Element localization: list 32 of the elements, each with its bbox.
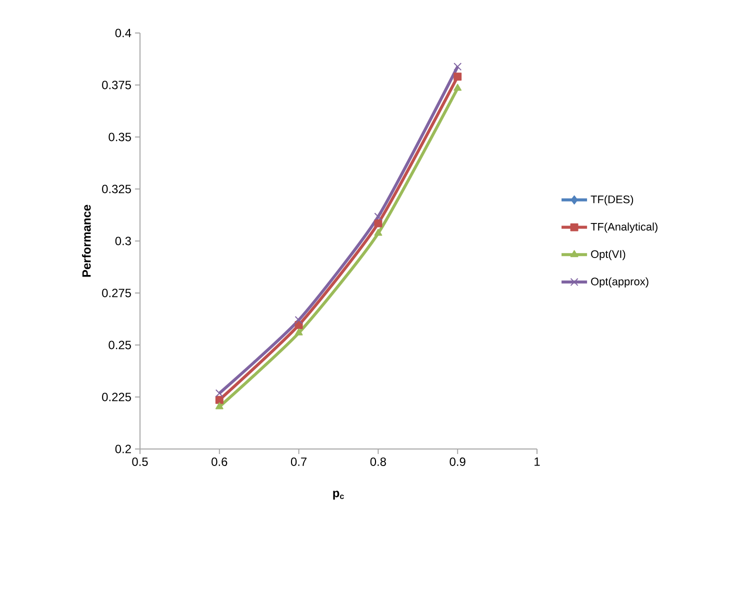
- point: [374, 219, 382, 228]
- y-tick-label: 0.3: [115, 236, 131, 246]
- x-tick-label: 0.9: [450, 457, 466, 466]
- y-tick-label: 0.375: [102, 80, 131, 90]
- y-tick-label: 0.25: [108, 340, 131, 350]
- x-tick-label: 0.7: [290, 457, 307, 466]
- y-tick-label: 0.225: [102, 392, 131, 402]
- y-tick-label: 0.275: [102, 288, 131, 298]
- legend-label: TF(DES): [590, 195, 634, 206]
- y-tick-label: 0.35: [108, 132, 131, 142]
- legend-label: Opt(approx): [591, 277, 648, 288]
- x-axis-title: p$_{c}$: [333, 490, 344, 500]
- point: [454, 62, 462, 71]
- point: [454, 72, 462, 81]
- x-tick-label: 0.5: [132, 457, 148, 466]
- point: [374, 228, 382, 236]
- point: [215, 396, 224, 404]
- y-tick-label: 0.4: [115, 28, 132, 38]
- y-axis-title: Performance: [82, 204, 91, 277]
- x-tick-label: 1: [534, 457, 540, 466]
- point: [454, 84, 462, 91]
- y-tick-label: 0.2: [115, 444, 131, 454]
- legend-label: TF(Analytical): [590, 222, 658, 233]
- point: [374, 212, 382, 221]
- point: [215, 389, 224, 398]
- point: [294, 328, 303, 336]
- legend-label: Opt(VI): [591, 250, 626, 260]
- point: [294, 316, 303, 324]
- point: [215, 402, 224, 410]
- y-tick-label: 0.325: [102, 184, 131, 194]
- x-tick-label: 0.6: [212, 457, 228, 466]
- x-tick-label: 0.8: [370, 457, 386, 466]
